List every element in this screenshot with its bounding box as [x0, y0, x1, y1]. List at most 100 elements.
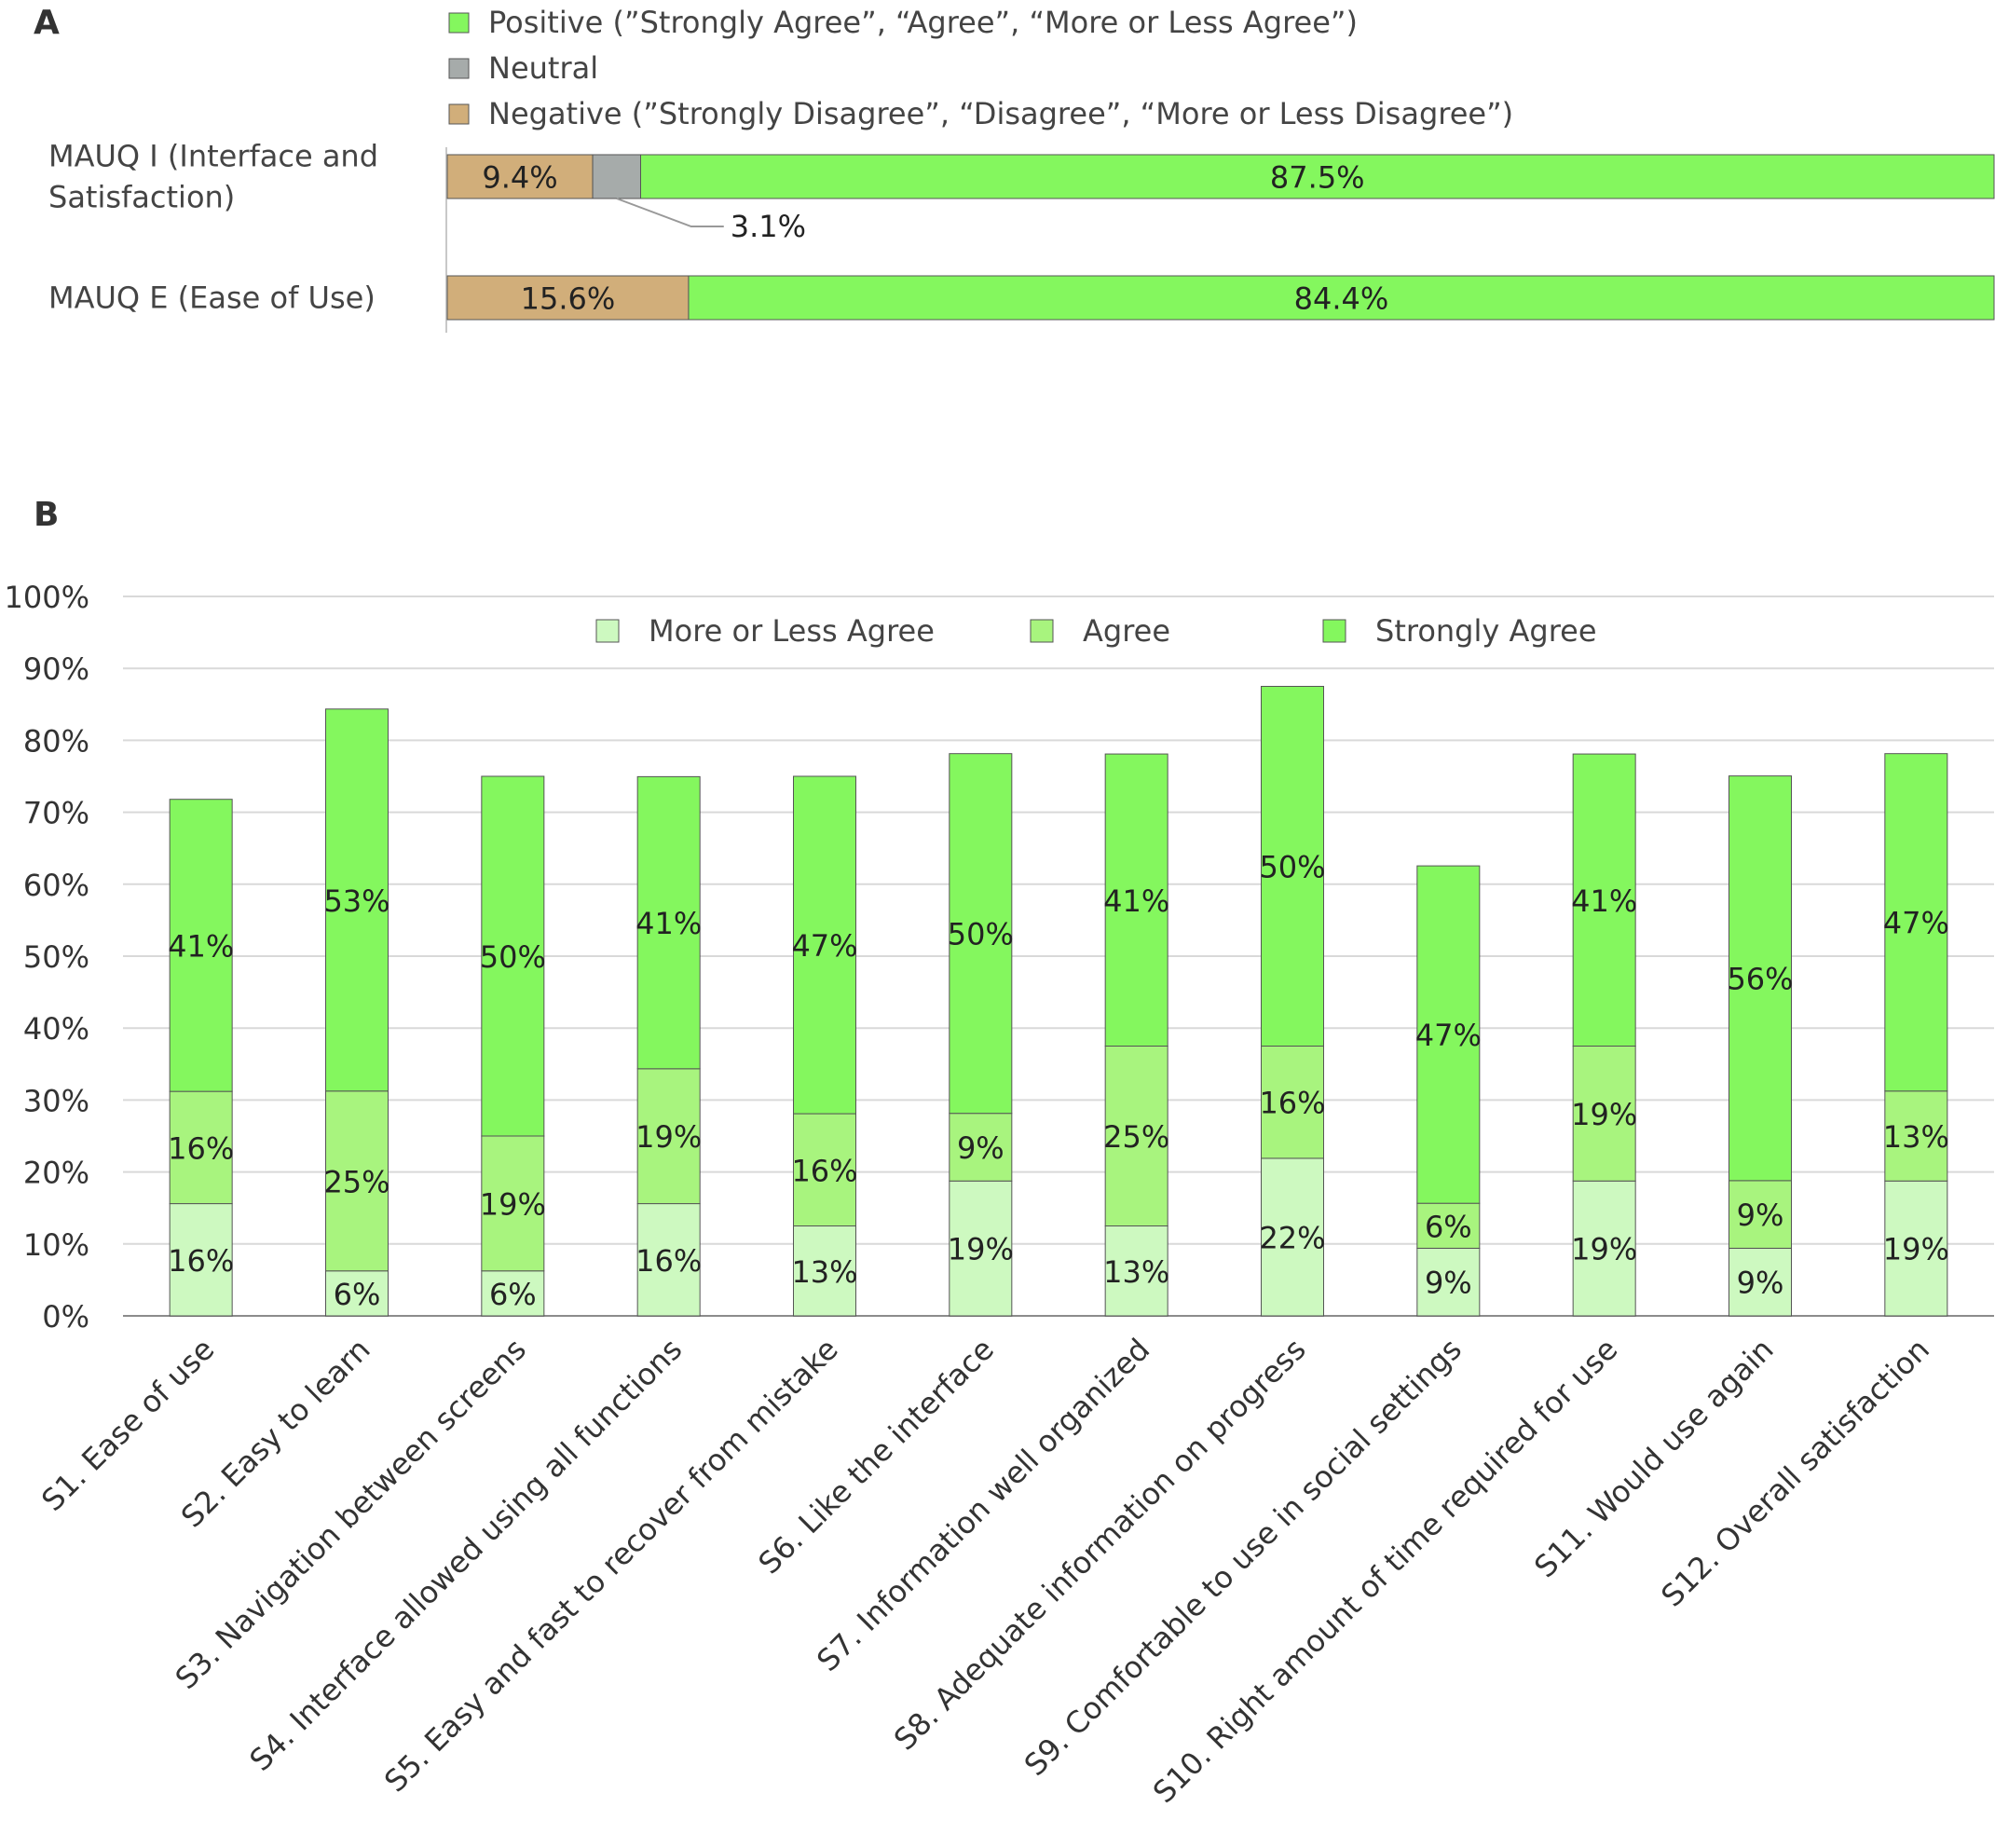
data-label-agree: 25% — [323, 1164, 389, 1199]
bar-more_or_less_agree — [1416, 1247, 1481, 1317]
bar-more_or_less_agree — [1261, 1157, 1324, 1317]
x-category-label: S7. Information well organized — [810, 1332, 1156, 1678]
data-label-more_or_less_agree: 16% — [635, 1243, 702, 1279]
data-label-strongly_agree: 41% — [635, 906, 702, 941]
bar-strongly_agree — [1104, 753, 1168, 1047]
bar-more_or_less_agree — [169, 1203, 233, 1317]
y-tick-label: 100% — [5, 580, 89, 615]
x-category-label: S12. Overall satisfaction — [1654, 1332, 1936, 1614]
bar-strongly_agree — [636, 775, 701, 1070]
bar-agree — [481, 1135, 545, 1272]
legend-swatch-agree — [1030, 619, 1054, 643]
data-label-agree: 9% — [957, 1130, 1004, 1166]
bar-more_or_less_agree — [1572, 1180, 1636, 1317]
data-label-negative: 15.6% — [521, 281, 616, 317]
legend-swatch-positive — [448, 12, 470, 34]
bar-more_or_less_agree — [636, 1203, 701, 1317]
y-tick-label: 90% — [23, 651, 89, 687]
bar-agree — [1729, 1180, 1792, 1249]
bar-agree — [949, 1113, 1013, 1182]
data-label-more_or_less_agree: 6% — [334, 1277, 381, 1312]
data-label-more_or_less_agree: 19% — [1883, 1232, 1949, 1267]
data-label-strongly_agree: 47% — [1415, 1018, 1482, 1053]
data-label-agree: 16% — [791, 1153, 857, 1188]
data-label-agree: 19% — [635, 1119, 702, 1155]
category-label: MAUQ I (Interface and — [48, 139, 378, 174]
bar-agree — [169, 1090, 233, 1205]
data-label-more_or_less_agree: 9% — [1737, 1266, 1784, 1301]
bar-agree — [1104, 1046, 1168, 1226]
data-label-strongly_agree: 50% — [1259, 850, 1325, 885]
data-label-strongly_agree: 47% — [791, 928, 857, 964]
callout-line — [616, 198, 724, 227]
bar-more_or_less_agree — [325, 1270, 389, 1317]
data-label-positive: 84.4% — [1294, 281, 1389, 317]
data-label-more_or_less_agree: 19% — [1571, 1232, 1637, 1267]
bar-agree — [1416, 1202, 1481, 1249]
bar-agree — [636, 1068, 701, 1205]
data-label-more_or_less_agree: 13% — [1103, 1254, 1169, 1290]
legend-label-more_or_less_agree: More or Less Agree — [649, 613, 935, 649]
bar-strongly_agree — [1884, 753, 1948, 1092]
panel-b-label: B — [34, 496, 59, 534]
panel-b-chart: 0% 10% 20% 30% 40% 50% 60% 70% 80% 90% 100% More or… — [5, 580, 1994, 1810]
bar-more_or_less_agree — [1884, 1180, 1948, 1317]
data-label-positive: 87.5% — [1270, 160, 1365, 196]
data-label-more_or_less_agree: 19% — [948, 1232, 1014, 1267]
y-tick-label: 60% — [23, 868, 89, 903]
data-label-agree: 25% — [1103, 1119, 1169, 1155]
bar-strongly_agree — [1729, 775, 1792, 1182]
y-tick-label: 20% — [23, 1156, 89, 1191]
data-label-more_or_less_agree: 6% — [489, 1277, 537, 1312]
bar-agree — [1884, 1090, 1948, 1182]
data-label-strongly_agree: 41% — [1103, 883, 1169, 919]
bar-more_or_less_agree — [949, 1180, 1013, 1317]
data-label-more_or_less_agree: 16% — [168, 1243, 234, 1279]
data-label-strongly_agree: 50% — [948, 917, 1014, 952]
bar-strongly_agree — [793, 775, 856, 1115]
bar-strongly_agree — [1572, 753, 1636, 1047]
legend-swatch-negative — [448, 103, 470, 125]
data-label-neutral: 3.1% — [731, 209, 806, 244]
data-label-more_or_less_agree: 9% — [1425, 1266, 1472, 1301]
data-label-agree: 9% — [1737, 1198, 1784, 1233]
data-label-agree: 16% — [1259, 1086, 1325, 1121]
legend-label-neutral: Neutral — [488, 50, 598, 86]
data-label-agree: 19% — [1571, 1097, 1637, 1132]
category-label: MAUQ E (Ease of Use) — [48, 281, 376, 316]
data-label-strongly_agree: 47% — [1883, 906, 1949, 941]
y-tick-label: 0% — [42, 1299, 89, 1335]
data-label-strongly_agree: 53% — [323, 883, 389, 919]
y-tick-label: 50% — [23, 939, 89, 975]
data-label-more_or_less_agree: 22% — [1259, 1220, 1325, 1255]
bar-more_or_less_agree — [481, 1270, 545, 1317]
panel-a-chart: Positive (”Strongly Agree”, “Agree”, “Mo… — [48, 5, 1995, 333]
bar-positive — [688, 275, 1995, 321]
bar-more_or_less_agree — [1104, 1225, 1168, 1317]
data-label-strongly_agree: 50% — [480, 939, 546, 975]
bar-agree — [793, 1113, 856, 1226]
legend-swatch-more_or_less_agree — [595, 619, 620, 643]
y-tick-label: 40% — [23, 1011, 89, 1047]
bar-negative — [446, 275, 690, 321]
data-label-agree: 19% — [480, 1186, 546, 1222]
legend-swatch-neutral — [448, 58, 470, 79]
bar-strongly_agree — [1261, 686, 1324, 1047]
y-tick-label: 10% — [23, 1227, 89, 1263]
data-label-agree: 6% — [1425, 1209, 1472, 1244]
bar-strongly_agree — [949, 753, 1013, 1115]
bar-positive — [640, 154, 1995, 199]
legend-label-positive: Positive (”Strongly Agree”, “Agree”, “Mo… — [488, 5, 1358, 40]
bar-strongly_agree — [169, 799, 233, 1092]
y-tick-label: 30% — [23, 1083, 89, 1118]
data-label-strongly_agree: 41% — [168, 928, 234, 964]
bar-more_or_less_agree — [793, 1225, 856, 1317]
data-label-strongly_agree: 56% — [1727, 962, 1793, 997]
legend-swatch-strongly_agree — [1322, 619, 1346, 643]
bar-strongly_agree — [325, 708, 389, 1092]
bar-neutral — [592, 154, 641, 199]
data-label-agree: 16% — [168, 1130, 234, 1166]
data-label-agree: 13% — [1883, 1119, 1949, 1155]
bar-strongly_agree — [1416, 865, 1481, 1204]
